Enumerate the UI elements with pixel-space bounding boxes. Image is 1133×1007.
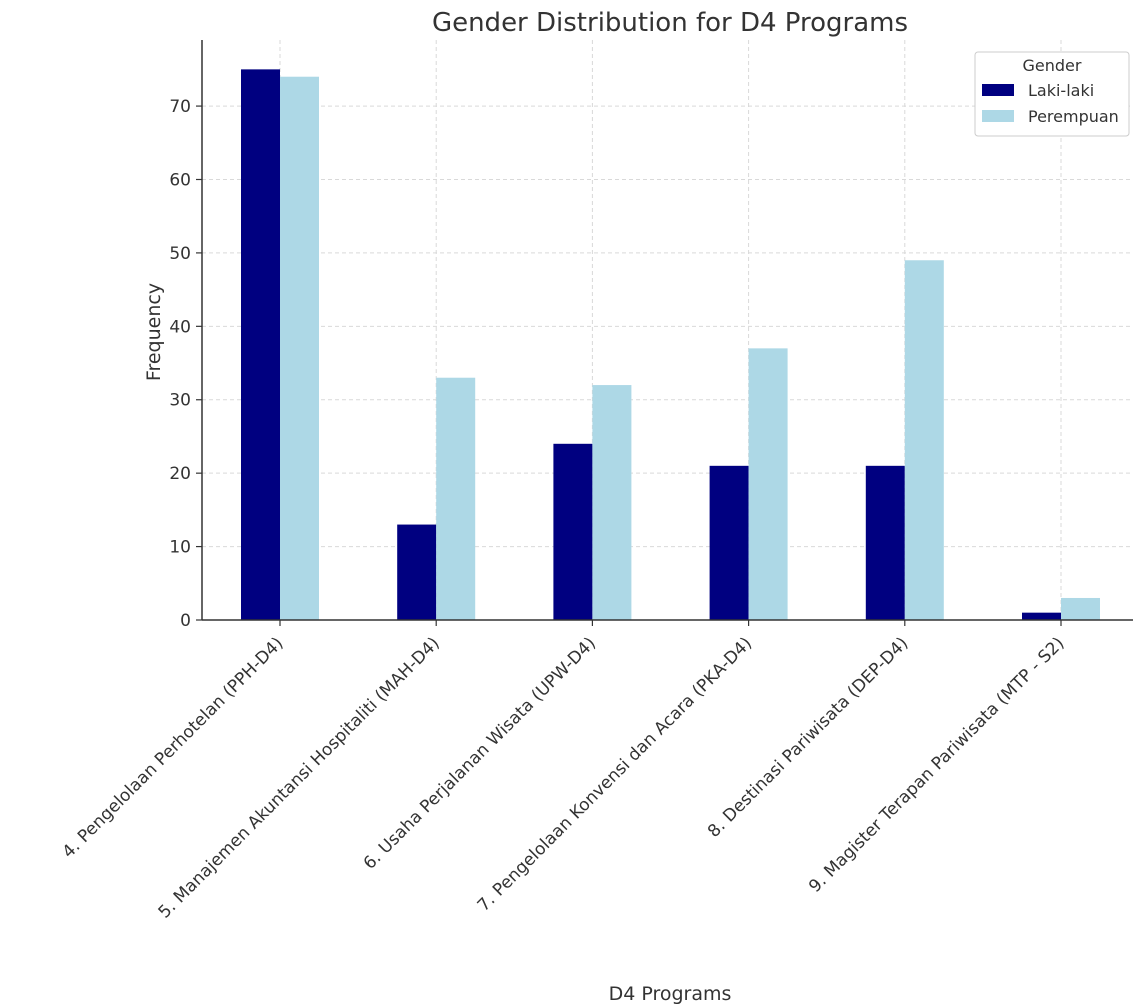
legend-title: Gender	[1023, 56, 1082, 75]
bar-laki-laki-6	[1022, 612, 1061, 620]
legend-swatch-laki-laki	[982, 84, 1014, 96]
bars	[241, 69, 1100, 621]
legend: Gender Laki-laki Perempuan	[974, 51, 1130, 137]
x-axis-label: D4 Programs	[609, 983, 732, 1005]
bar-laki-laki-2	[397, 524, 437, 620]
x-tick-label: 5. Manajemen Akuntansi Hospitaliti (MAH-…	[155, 633, 444, 922]
bar-perempuan-4	[748, 348, 788, 620]
y-tick-label: 70	[169, 97, 191, 117]
y-ticks: 0 10 20 30 40 50 60 70	[169, 97, 202, 631]
y-tick-label: 50	[169, 244, 191, 264]
bar-laki-laki-5	[865, 465, 905, 620]
bar-perempuan-1	[280, 76, 319, 620]
x-ticks: 4. Pengelolaan Perhotelan (PPH-D4)5. Man…	[59, 620, 1069, 923]
y-tick-label: 0	[180, 611, 191, 631]
y-tick-label: 30	[169, 391, 191, 411]
legend-label-perempuan: Perempuan	[1028, 107, 1119, 126]
chart-title: Gender Distribution for D4 Programs	[432, 8, 908, 38]
y-tick-label: 60	[169, 170, 191, 190]
y-tick-label: 40	[169, 317, 191, 337]
legend-label-laki-laki: Laki-laki	[1028, 81, 1094, 100]
bar-perempuan-3	[592, 385, 632, 620]
axes	[201, 40, 1133, 621]
y-tick-label: 10	[169, 538, 191, 558]
y-axis-label: Frequency	[143, 283, 165, 381]
bar-laki-laki-1	[241, 69, 280, 621]
bar-perempuan-6	[1061, 597, 1100, 620]
bar-perempuan-2	[436, 377, 476, 620]
bar-perempuan-5	[904, 260, 944, 620]
x-tick-label: 7. Pengelolaan Konvensi dan Acara (PKA-D…	[474, 633, 756, 915]
x-tick-label: 9. Magister Terapan Pariwisata (MTP - S2…	[805, 633, 1068, 896]
bar-laki-laki-3	[553, 443, 593, 620]
y-tick-label: 20	[169, 464, 191, 484]
legend-swatch-perempuan	[982, 110, 1014, 122]
bar-laki-laki-4	[709, 465, 749, 620]
